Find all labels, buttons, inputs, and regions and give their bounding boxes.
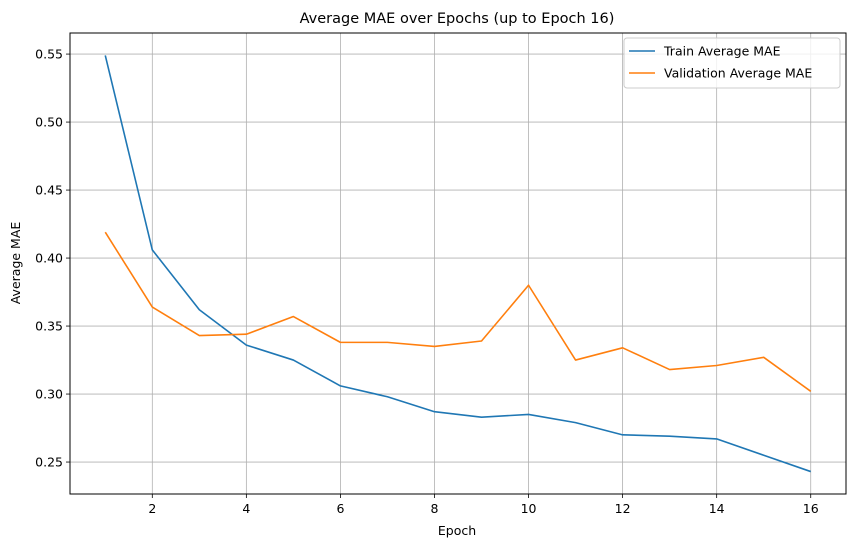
y-tick-label: 0.45 bbox=[35, 183, 63, 198]
x-tick-label: 2 bbox=[148, 501, 156, 516]
series-layer bbox=[104, 55, 812, 473]
y-axis-label: Average MAE bbox=[8, 222, 23, 305]
plot-frame bbox=[69, 32, 847, 495]
axis-ticks: 2 4 6 8 10 12 14 16 0.25 0.30 0.35 0.40 0.45 0.50 0.55 bbox=[35, 47, 819, 516]
x-tick-label: 6 bbox=[336, 501, 344, 516]
y-tick-label: 0.55 bbox=[35, 47, 63, 62]
legend-label: Validation Average MAE bbox=[664, 66, 812, 81]
x-tick-label: 16 bbox=[803, 501, 819, 516]
y-tick-label: 0.25 bbox=[35, 455, 63, 470]
legend-label: Train Average MAE bbox=[663, 44, 781, 59]
x-tick-label: 12 bbox=[615, 501, 631, 516]
grid-lines bbox=[70, 33, 846, 494]
y-tick-label: 0.50 bbox=[35, 115, 63, 130]
x-tick-label: 4 bbox=[242, 501, 250, 516]
series-line-train bbox=[104, 55, 811, 473]
x-tick-label: 8 bbox=[431, 501, 439, 516]
y-tick-label: 0.35 bbox=[35, 319, 63, 334]
legend-box bbox=[623, 37, 841, 89]
y-tick-label: 0.30 bbox=[35, 387, 63, 402]
x-axis-label: Epoch bbox=[438, 523, 476, 538]
x-tick-label: 14 bbox=[709, 501, 725, 516]
x-tick-label: 10 bbox=[521, 501, 537, 516]
legend: Train Average MAE Validation Average MAE bbox=[623, 37, 841, 89]
chart-title: Average MAE over Epochs (up to Epoch 16) bbox=[300, 11, 615, 27]
y-tick-label: 0.40 bbox=[35, 251, 63, 266]
series-line-validation bbox=[104, 231, 812, 392]
